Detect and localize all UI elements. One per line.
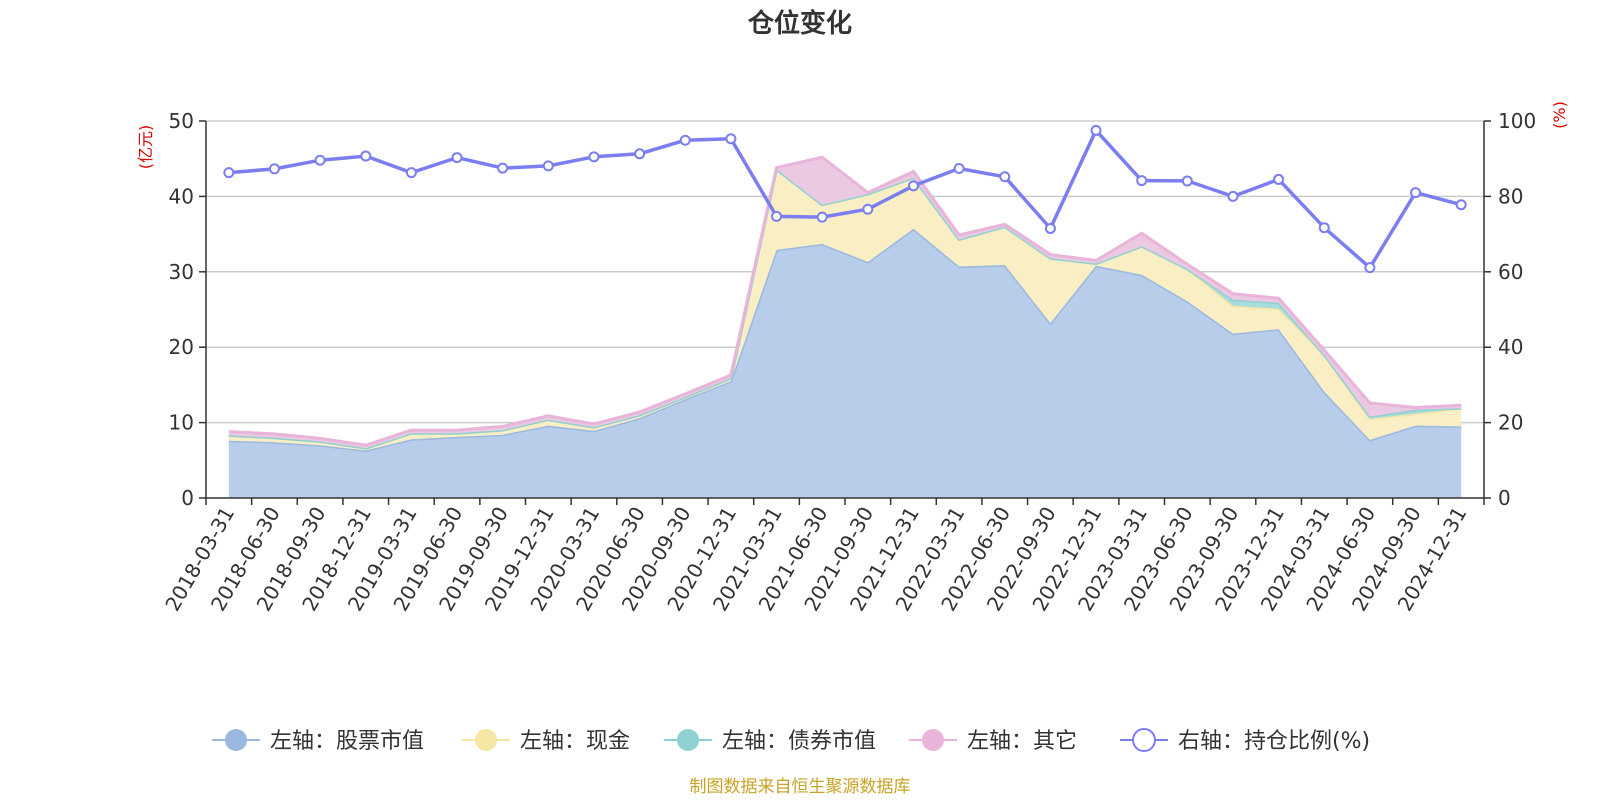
legend-label: 左轴：股票市值 xyxy=(270,729,424,754)
right-axis-tick-label: 80 xyxy=(1498,184,1523,208)
area-edge-series-3 xyxy=(228,155,1462,447)
left-axis-tick-label: 0 xyxy=(181,486,194,510)
ratio-point xyxy=(1044,222,1056,234)
left-axis-unit: (亿元) xyxy=(136,125,155,170)
chart-title: 仓位变化 xyxy=(747,8,852,39)
ratio-point xyxy=(634,148,646,160)
legend-label: 右轴：持仓比例(%) xyxy=(1178,729,1370,754)
legend-swatch-marker xyxy=(225,729,247,751)
ratio-point xyxy=(405,167,417,179)
ratio-point xyxy=(360,150,372,162)
left-axis-tick-label: 20 xyxy=(169,335,194,359)
legend-swatch-marker xyxy=(922,729,944,751)
legend: 左轴：股票市值 左轴：现金 左轴：债券市值 左轴：其它 右轴：持仓比例(%) xyxy=(212,728,1370,754)
legend-swatch-marker xyxy=(475,729,497,751)
right-axis-tick-label: 60 xyxy=(1498,260,1523,284)
ratio-point xyxy=(588,151,600,163)
left-axis-tick-label: 40 xyxy=(169,184,194,208)
ratio-point xyxy=(1227,190,1239,202)
ratio-point xyxy=(542,160,554,172)
ratio-point xyxy=(1136,175,1148,187)
area-series-1 xyxy=(228,169,1462,451)
stacked-areas xyxy=(228,155,1462,499)
legend-label: 左轴：其它 xyxy=(967,729,1077,754)
ratio-point xyxy=(1181,175,1193,187)
left-axis-tick-label: 50 xyxy=(169,109,194,133)
ratio-point xyxy=(314,154,326,166)
ratio-point xyxy=(953,163,965,175)
ratio-line-path xyxy=(228,128,1462,270)
right-axis-tick-label: 0 xyxy=(1498,486,1511,510)
right-axis-tick-label: 100 xyxy=(1498,109,1536,133)
ratio-point xyxy=(1318,222,1330,234)
ratio-point xyxy=(1273,173,1285,185)
right-axis-tick-label: 40 xyxy=(1498,335,1523,359)
ratio-point xyxy=(1410,187,1422,199)
area-series-0 xyxy=(228,228,1462,499)
position-ratio-line xyxy=(223,124,1467,274)
ratio-point xyxy=(907,180,919,192)
ratio-point xyxy=(1455,199,1467,211)
ratio-point xyxy=(268,163,280,175)
ratio-point xyxy=(1090,124,1102,136)
ratio-point xyxy=(862,203,874,215)
data-source-note: 制图数据来自恒生聚源数据库 xyxy=(690,777,911,797)
ratio-point xyxy=(725,133,737,145)
ratio-point xyxy=(451,152,463,164)
legend-label: 左轴：债券市值 xyxy=(722,729,876,754)
ratio-point xyxy=(679,134,691,146)
ratio-point xyxy=(223,167,235,179)
legend-swatch-marker xyxy=(677,729,699,751)
legend-swatch-marker xyxy=(1132,728,1156,752)
legend-label: 左轴：现金 xyxy=(520,729,630,754)
ratio-point xyxy=(497,162,509,174)
left-axis-tick-label: 30 xyxy=(169,260,194,284)
ratio-point xyxy=(816,211,828,223)
right-axis-unit: (%) xyxy=(1550,101,1569,129)
ratio-point xyxy=(999,171,1011,183)
left-axis-tick-label: 10 xyxy=(169,411,194,435)
ratio-point xyxy=(771,210,783,222)
right-axis-tick-label: 20 xyxy=(1498,411,1523,435)
ratio-point xyxy=(1364,262,1376,274)
